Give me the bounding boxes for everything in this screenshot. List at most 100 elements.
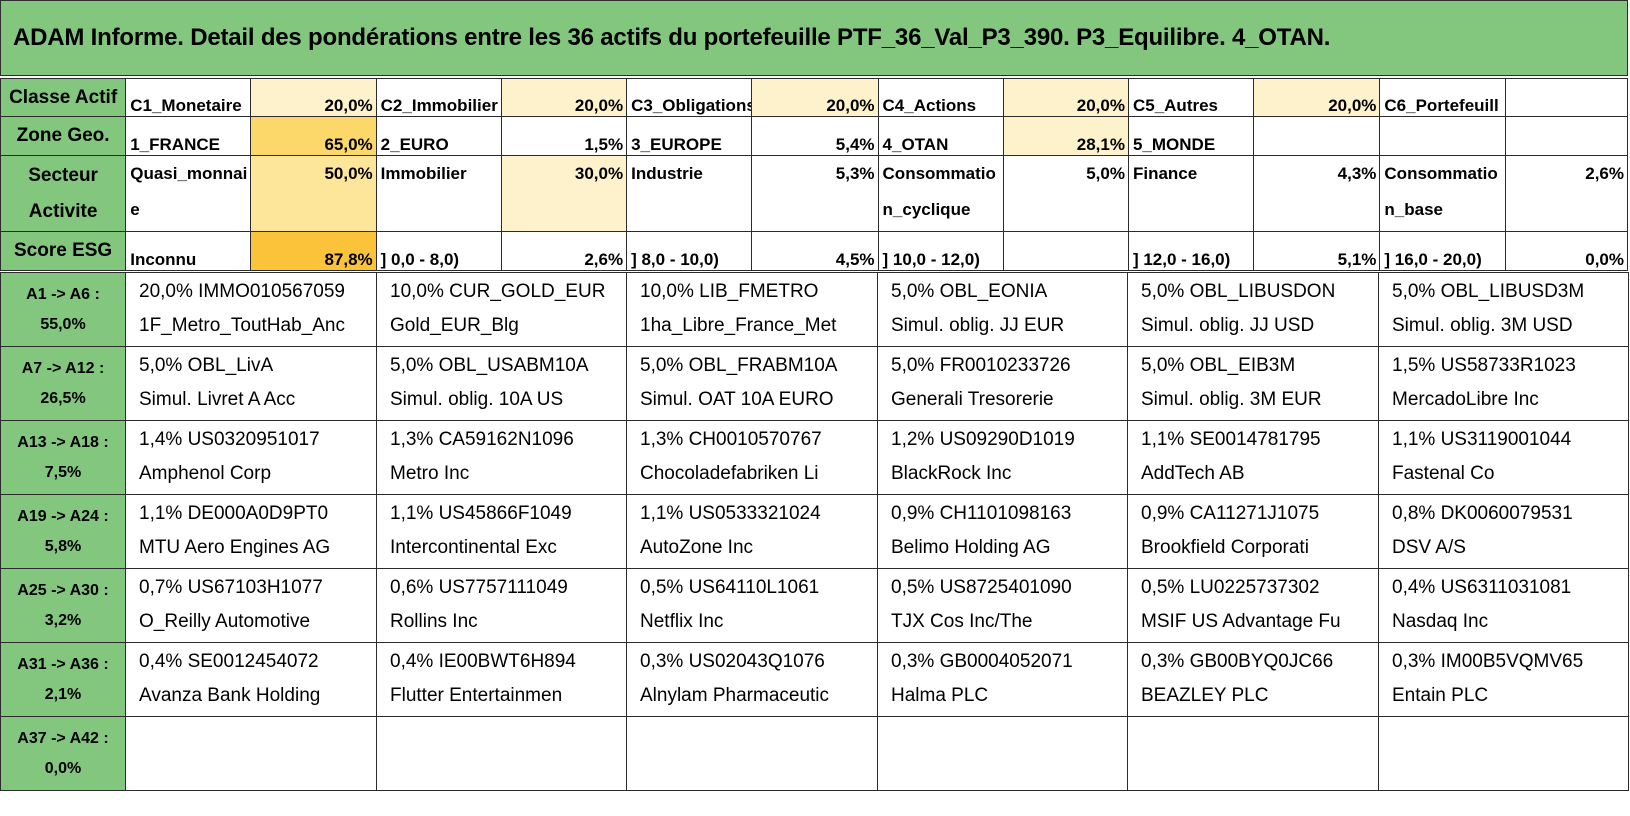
asset-weight-code: 0,3% US02043Q1076 bbox=[640, 651, 825, 672]
asset-name: 1F_Metro_ToutHab_Anc bbox=[139, 315, 345, 336]
asset-name: TJX Cos Inc/The bbox=[891, 611, 1033, 632]
asset-cell: 0,4% US6311031081 Nasdaq Inc bbox=[1378, 568, 1629, 643]
esg-label: ] 12,0 - 16,0) bbox=[1127, 231, 1255, 271]
classe-pct: 20,0% bbox=[1002, 78, 1129, 117]
header-secteur-activite: Secteur Activite bbox=[0, 155, 127, 232]
asset-range-label: A13 -> A18 : bbox=[17, 433, 109, 451]
asset-weight-code: 0,6% US7757111049 bbox=[390, 577, 568, 598]
asset-name bbox=[390, 753, 626, 787]
asset-cell: 5,0% OBL_USABM10A Simul. oblig. 10A US bbox=[376, 346, 627, 421]
asset-row: A25 -> A30 : 3,2% 0,7% US67103H1077 O_Reill… bbox=[0, 568, 1629, 643]
asset-cell: 5,0% FR0010233726 Generali Tresorerie bbox=[877, 346, 1128, 421]
row-secteur-activite: Secteur Activite Quasi_monnaie 50,0% Imm… bbox=[0, 155, 1629, 232]
asset-weight-code: 0,5% US8725401090 bbox=[891, 577, 1072, 598]
asset-range-total: 2,1% bbox=[44, 685, 82, 703]
asset-cell: 20,0% IMMO010567059 1F_Metro_ToutHab_Anc bbox=[125, 272, 377, 347]
asset-row: A31 -> A36 : 2,1% 0,4% SE0012454072 Avanza … bbox=[0, 642, 1629, 717]
row-classe-actif: Classe Actif C1_Monetaire 20,0% C2_Immob… bbox=[0, 78, 1629, 117]
asset-name: Alnylam Pharmaceutic bbox=[640, 685, 830, 706]
asset-range-header: A19 -> A24 : 5,8% bbox=[0, 494, 126, 569]
esg-pct: 87,8% bbox=[250, 231, 377, 271]
asset-name bbox=[640, 753, 877, 787]
esg-label: ] 0,0 - 8,0) bbox=[375, 231, 502, 271]
secteur-label: Industrie bbox=[626, 155, 753, 232]
asset-cell: 0,3% IM00B5VQMV65 Entain PLC bbox=[1378, 642, 1629, 717]
asset-cell: 5,0% OBL_LIBUSDON Simul. oblig. JJ USD bbox=[1127, 272, 1379, 347]
asset-name: Amphenol Corp bbox=[139, 463, 272, 484]
classe-label: C5_Autres bbox=[1127, 78, 1255, 117]
asset-name: Flutter Entertainmen bbox=[390, 685, 563, 706]
asset-cell: 1,1% US3119001044 Fastenal Co bbox=[1378, 420, 1629, 495]
asset-cell: 0,9% CA11271J1075 Brookfield Corporati bbox=[1127, 494, 1379, 569]
asset-weight-code: 1,1% SE0014781795 bbox=[1141, 429, 1321, 450]
asset-name: 1ha_Libre_France_Met bbox=[640, 315, 837, 336]
esg-label: ] 10,0 - 12,0) bbox=[877, 231, 1004, 271]
classe-label: C6_Portefeuill bbox=[1379, 78, 1506, 117]
asset-name: O_Reilly Automotive bbox=[139, 611, 311, 632]
secteur-pct: 5,0% bbox=[1002, 155, 1129, 232]
asset-range-label: A7 -> A12 : bbox=[21, 359, 105, 377]
asset-name bbox=[891, 753, 1127, 787]
zone-pct: 5,4% bbox=[751, 116, 879, 156]
asset-name: Simul. oblig. 3M USD bbox=[1392, 315, 1573, 336]
zone-label: 2_EURO bbox=[375, 116, 502, 156]
asset-weight-code: 0,3% GB00BYQ0JC66 bbox=[1141, 651, 1334, 672]
asset-weight-code: 0,4% IE00BWT6H894 bbox=[390, 651, 576, 672]
asset-weight-code: 5,0% OBL_EONIA bbox=[891, 281, 1048, 302]
asset-cell: 1,1% SE0014781795 AddTech AB bbox=[1127, 420, 1379, 495]
esg-pct: 4,5% bbox=[751, 231, 879, 271]
asset-weight-code: 1,1% US3119001044 bbox=[1392, 429, 1572, 450]
asset-weight-code: 5,0% OBL_LIBUSD3M bbox=[1392, 281, 1585, 302]
asset-range-total: 5,8% bbox=[44, 537, 82, 555]
asset-cell: 1,1% US0533321024 AutoZone Inc bbox=[626, 494, 878, 569]
secteur-label: Consommation_base bbox=[1379, 155, 1506, 232]
asset-range-total: 7,5% bbox=[44, 463, 82, 481]
asset-name: AutoZone Inc bbox=[640, 537, 754, 558]
asset-cell: 1,5% US58733R1023 MercadoLibre Inc bbox=[1378, 346, 1629, 421]
secteur-pct: 50,0% bbox=[250, 155, 377, 232]
asset-range-total: 55,0% bbox=[40, 315, 86, 333]
asset-cell: 1,2% US09290D1019 BlackRock Inc bbox=[877, 420, 1128, 495]
esg-pct bbox=[1002, 231, 1129, 271]
asset-cell: 5,0% OBL_EIB3M Simul. oblig. 3M EUR bbox=[1127, 346, 1379, 421]
asset-cell: 0,7% US67103H1077 O_Reilly Automotive bbox=[125, 568, 377, 643]
classe-pct: 20,0% bbox=[500, 78, 628, 117]
asset-name: Rollins Inc bbox=[390, 611, 478, 632]
classe-label: C4_Actions bbox=[877, 78, 1004, 117]
asset-name bbox=[1392, 753, 1628, 787]
asset-range-label: A31 -> A36 : bbox=[17, 655, 109, 673]
asset-cell: 0,3% US02043Q1076 Alnylam Pharmaceutic bbox=[626, 642, 878, 717]
asset-weight-code: 5,0% OBL_EIB3M bbox=[1141, 355, 1296, 376]
asset-range-label: A25 -> A30 : bbox=[17, 581, 109, 599]
asset-name: Generali Tresorerie bbox=[891, 389, 1054, 410]
classe-pct: 20,0% bbox=[250, 78, 377, 117]
asset-name: Belimo Holding AG bbox=[891, 537, 1051, 558]
asset-weight-code: 0,3% IM00B5VQMV65 bbox=[1392, 651, 1584, 672]
classe-pct: 20,0% bbox=[1253, 78, 1381, 117]
classe-label: C3_Obligations bbox=[626, 78, 753, 117]
esg-pct: 0,0% bbox=[1504, 231, 1629, 271]
asset-cell: 0,4% IE00BWT6H894 Flutter Entertainmen bbox=[376, 642, 627, 717]
asset-weight-code: 1,1% DE000A0D9PT0 bbox=[139, 503, 329, 524]
asset-cell: 0,8% DK0060079531 DSV A/S bbox=[1378, 494, 1629, 569]
secteur-label: Immobilier bbox=[375, 155, 502, 232]
asset-weight-code: 0,3% GB0004052071 bbox=[891, 651, 1073, 672]
asset-weight-code: 0,9% CH1101098163 bbox=[891, 503, 1072, 524]
classe-label: C1_Monetaire bbox=[125, 78, 252, 117]
asset-range-header: A1 -> A6 : 55,0% bbox=[0, 272, 126, 347]
asset-range-label: A19 -> A24 : bbox=[17, 507, 109, 525]
asset-range-total: 0,0% bbox=[44, 759, 82, 777]
asset-name: Fastenal Co bbox=[1392, 463, 1495, 484]
esg-label: ] 8,0 - 10,0) bbox=[626, 231, 753, 271]
asset-name: Halma PLC bbox=[891, 685, 989, 706]
asset-cell: 0,5% LU0225737302 MSIF US Advantage Fu bbox=[1127, 568, 1379, 643]
asset-cell: 1,4% US0320951017 Amphenol Corp bbox=[125, 420, 377, 495]
asset-row: A1 -> A6 : 55,0% 20,0% IMMO010567059 1F_Met… bbox=[0, 272, 1629, 347]
asset-weight-code: 10,0% LIB_FMETRO bbox=[640, 281, 819, 302]
asset-weight-code: 10,0% CUR_GOLD_EUR bbox=[390, 281, 606, 302]
header-zone-geo: Zone Geo. bbox=[0, 116, 127, 156]
asset-cell: 1,1% US45866F1049 Intercontinental Exc bbox=[376, 494, 627, 569]
asset-weight-code: 5,0% FR0010233726 bbox=[891, 355, 1071, 376]
asset-name: Simul. oblig. JJ USD bbox=[1141, 315, 1315, 336]
